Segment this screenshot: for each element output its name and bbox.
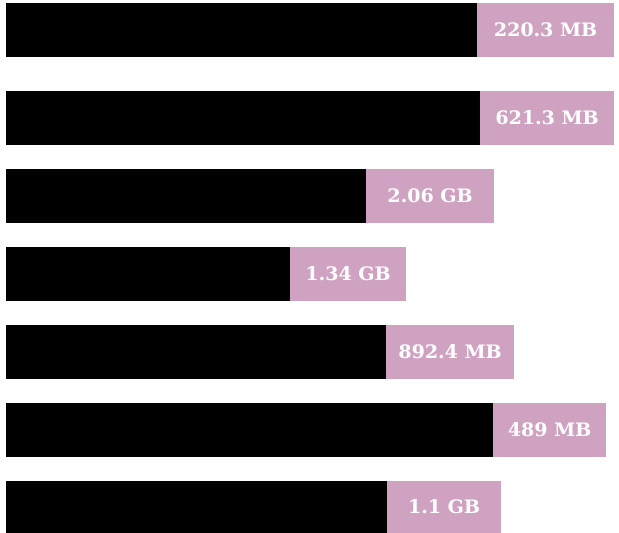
size-label: 220.3 MB [477,3,614,57]
row: 1.34 GB [6,247,406,301]
bar [6,325,386,379]
size-label: 621.3 MB [480,91,614,145]
row: 892.4 MB [6,325,514,379]
row: 220.3 MB [6,3,614,57]
row: 1.1 GB [6,481,501,533]
row: 489 MB [6,403,606,457]
bar [6,91,480,145]
bar [6,3,477,57]
size-label: 2.06 GB [366,169,494,223]
bar [6,481,387,533]
bar [6,169,366,223]
size-label: 489 MB [493,403,606,457]
size-label: 892.4 MB [386,325,514,379]
size-label: 1.1 GB [387,481,501,533]
bar [6,403,493,457]
size-label: 1.34 GB [290,247,406,301]
row: 621.3 MB [6,91,614,145]
bar [6,247,290,301]
row: 2.06 GB [6,169,494,223]
